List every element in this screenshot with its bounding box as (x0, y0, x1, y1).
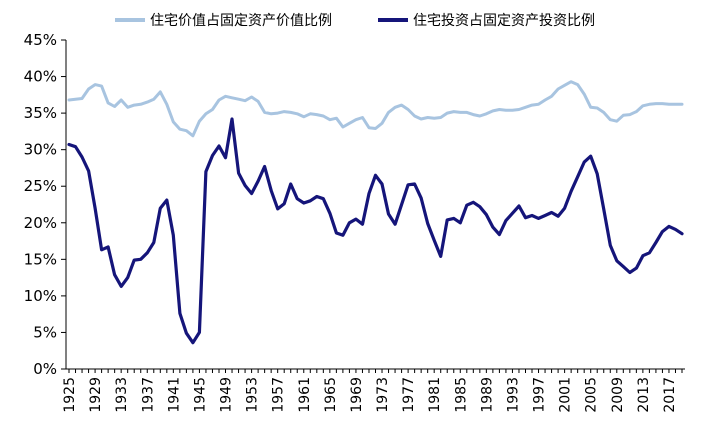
y-tick-label: 35% (24, 104, 57, 122)
x-tick-label: 1933 (114, 377, 130, 413)
y-tick-label: 20% (24, 214, 57, 232)
x-tick-label: 1985 (453, 377, 469, 413)
x-tick-label: 1973 (375, 377, 391, 413)
x-tick-label: 1993 (505, 377, 521, 413)
x-tick-label: 2017 (662, 377, 678, 413)
legend: 住宅价值占固定资产价值比例 住宅投资占固定资产投资比例 (115, 13, 595, 29)
y-tick-label: 45% (24, 31, 57, 49)
x-tick-label: 1957 (271, 377, 287, 413)
y-tick-label: 5% (33, 323, 57, 341)
y-tick-label: 15% (24, 250, 57, 268)
legend-item-housing-value: 住宅价值占固定资产价值比例 (115, 13, 332, 29)
y-tick-label: 0% (33, 360, 57, 378)
x-tick-label: 1929 (88, 377, 104, 413)
y-axis-ticks: 0% 5% 10% 15% 20% 25% 30% 35% 40% 45% (24, 31, 66, 378)
series-layer (67, 80, 684, 345)
x-tick-label: 1997 (532, 377, 548, 413)
legend-label-housing-value: 住宅价值占固定资产价值比例 (150, 13, 332, 29)
x-tick-label: 1965 (323, 377, 339, 413)
y-tick-label: 40% (24, 68, 57, 86)
x-tick-label: 1945 (192, 377, 208, 413)
x-tick-label: 1949 (219, 377, 235, 413)
x-tick-label: 1977 (401, 377, 417, 413)
x-tick-label: 1937 (140, 377, 156, 413)
x-tick-label: 1961 (297, 377, 313, 413)
x-tick-label: 2013 (636, 377, 652, 413)
x-tick-label: 1941 (166, 377, 182, 413)
y-tick-label: 10% (24, 287, 57, 305)
legend-item-housing-investment: 住宅投资占固定资产投资比例 (378, 13, 595, 29)
x-axis-ticks: 1925 1929 1933 1937 1941 1945 1949 1953 1957 1961… (62, 369, 683, 413)
x-tick-label: 1981 (427, 377, 443, 413)
series-line-housing-value (67, 80, 684, 138)
x-tick-label: 1969 (349, 377, 365, 413)
x-tick-label: 1989 (479, 377, 495, 413)
y-tick-label: 25% (24, 177, 57, 195)
x-tick-label: 1953 (245, 377, 261, 413)
legend-label-housing-investment: 住宅投资占固定资产投资比例 (413, 13, 595, 29)
y-tick-label: 30% (24, 141, 57, 159)
x-tick-label: 2005 (584, 377, 600, 413)
x-tick-label: 2009 (610, 377, 626, 413)
x-tick-label: 1925 (62, 377, 78, 413)
x-tick-label: 2001 (558, 377, 574, 413)
series-line-housing-investment (67, 117, 684, 345)
